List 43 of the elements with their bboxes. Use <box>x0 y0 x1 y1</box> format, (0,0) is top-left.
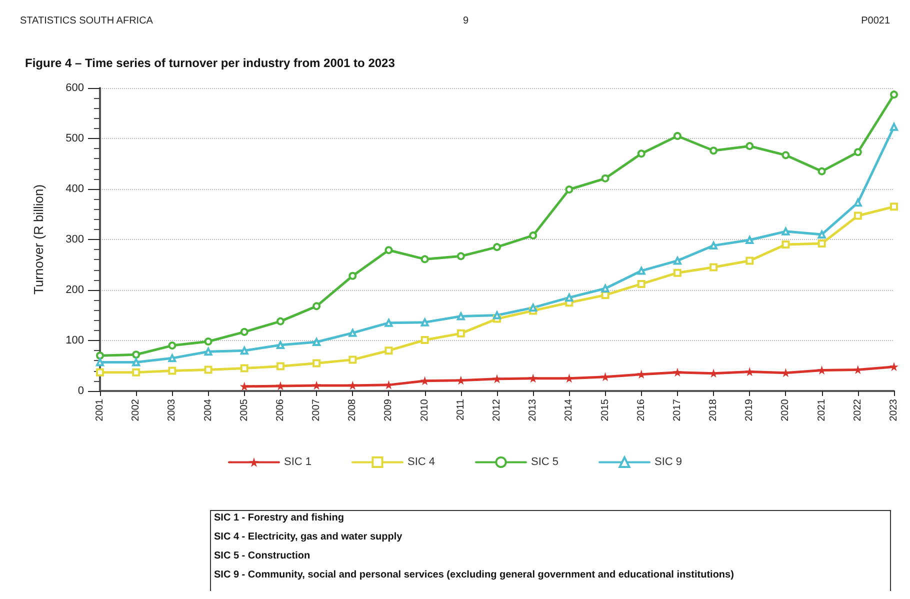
legend-label: SIC 9 <box>654 456 682 468</box>
x-tick-label: 2017 <box>672 398 683 422</box>
text: STATISTICS SOUTH AFRICA <box>20 16 154 26</box>
x-tick-label: 2008 <box>347 398 358 422</box>
x-tick-label: 2001 <box>94 398 106 422</box>
x-tick-label: 2021 <box>816 398 828 422</box>
x-tick-label: 2019 <box>744 398 756 422</box>
chart-title: Figure 4 – Time series of turnover per industry from 2001 to 2023 <box>25 56 396 70</box>
text: SIC 4 - Electricity, gas and water supply <box>214 532 403 542</box>
x-tick-label: 2020 <box>780 398 792 422</box>
x-tick-label: 2009 <box>383 398 394 422</box>
y-tick-label: 100 <box>66 334 84 346</box>
y-tick-label: 200 <box>66 284 84 296</box>
x-tick-label: 2004 <box>202 398 214 422</box>
x-tick-label: 2015 <box>600 398 611 422</box>
text: 9 <box>463 16 469 26</box>
x-tick-label: 2013 <box>528 398 539 422</box>
y-tick-label: 0 <box>78 385 84 397</box>
x-tick-label: 2011 <box>455 398 466 421</box>
x-tick-label: 2006 <box>274 398 286 422</box>
y-tick-label: 400 <box>66 183 84 195</box>
x-tick-label: 2012 <box>492 398 502 422</box>
legend-label: SIC 1 <box>284 456 312 468</box>
text: SIC 5 - Construction <box>214 550 310 562</box>
text: P0021 <box>861 16 890 26</box>
y-axis-title: Turnover (R billion) <box>31 184 46 295</box>
y-tick-label: 300 <box>66 234 84 246</box>
x-tick-label: 2007 <box>311 398 322 422</box>
x-tick-label: 2003 <box>166 398 178 422</box>
y-tick-label: 500 <box>66 132 84 144</box>
x-tick-label: 2018 <box>708 398 720 422</box>
x-tick-label: 2010 <box>419 398 430 422</box>
x-tick-label: 2022 <box>852 398 864 422</box>
legend-label: SIC 4 <box>407 456 436 468</box>
text: SIC 1 - Forestry and fishing <box>214 512 344 524</box>
x-tick-label: 2002 <box>130 398 142 422</box>
x-tick-label: 2014 <box>564 398 575 422</box>
legend-label: SIC 5 <box>531 456 559 468</box>
text: SIC 9 - Community, social and personal services (excluding general government and educational institutions) <box>214 570 734 580</box>
x-tick-label: 2005 <box>238 398 250 422</box>
y-tick-label: 600 <box>66 82 84 94</box>
x-tick-label: 2023 <box>888 398 900 422</box>
x-tick-label: 2016 <box>636 398 647 422</box>
